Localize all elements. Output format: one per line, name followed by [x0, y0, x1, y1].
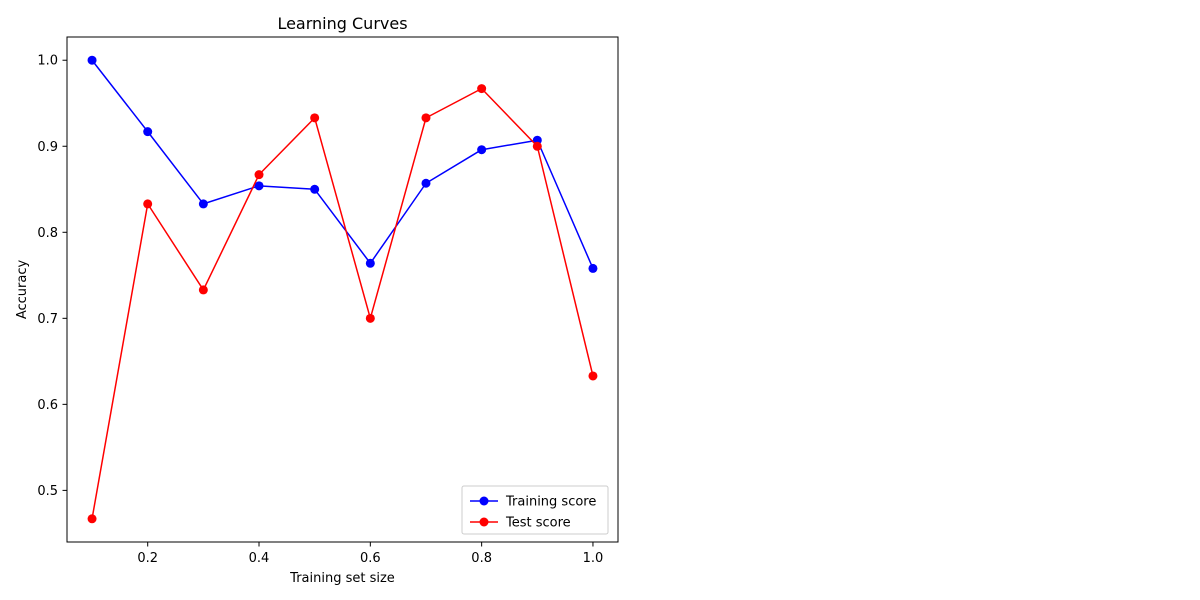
test-score-point	[477, 84, 487, 94]
training-score-point	[421, 178, 431, 188]
test-score-point	[254, 170, 264, 180]
test-score-line	[91, 87, 594, 519]
training-score-point	[143, 127, 153, 137]
series-layer	[87, 55, 598, 524]
test-score-point	[87, 514, 97, 524]
test-score-point	[365, 313, 375, 323]
x-tick-label: 1.0	[583, 551, 604, 566]
training-score-point	[588, 263, 598, 273]
legend-test-score-marker	[479, 517, 489, 527]
training-score-line	[91, 59, 594, 269]
chart-title: Learning Curves	[277, 14, 407, 33]
training-score-point	[198, 199, 208, 209]
y-axis-ticks: 0.5 0.6 0.7 0.8 0.9 1.0	[37, 54, 67, 499]
legend-training-score-marker	[479, 496, 489, 506]
x-tick-label: 0.4	[249, 551, 270, 566]
y-tick-label: 0.6	[37, 398, 58, 413]
training-score-point	[87, 55, 97, 65]
x-axis-label: Training set size	[289, 571, 395, 586]
x-tick-label: 0.8	[471, 551, 492, 566]
y-tick-label: 0.8	[37, 226, 58, 241]
x-axis-ticks: 0.2 0.4 0.6 0.8 1.0	[137, 542, 603, 566]
legend-test-score-label: Test score	[505, 516, 571, 531]
training-score-point	[477, 145, 487, 155]
legend-box	[461, 485, 609, 535]
y-tick-label: 0.7	[37, 312, 58, 327]
training-score-point	[310, 184, 320, 194]
y-tick-label: 0.5	[37, 484, 58, 499]
plot-area-frame	[66, 36, 619, 543]
y-tick-label: 1.0	[37, 54, 58, 69]
test-score-point	[532, 141, 542, 151]
test-score-point	[421, 113, 431, 123]
y-tick-label: 0.9	[37, 140, 58, 155]
training-score-point	[254, 181, 264, 191]
test-score-point	[143, 199, 153, 209]
x-tick-label: 0.6	[360, 551, 381, 566]
test-score-point	[310, 113, 320, 123]
legend: Training score Test score	[461, 485, 609, 535]
y-axis-label: Accuracy	[15, 260, 30, 320]
training-score-point	[365, 258, 375, 268]
legend-training-score-label: Training score	[505, 495, 596, 510]
x-tick-label: 0.2	[137, 551, 158, 566]
test-score-point	[198, 285, 208, 295]
test-score-point	[588, 371, 598, 381]
